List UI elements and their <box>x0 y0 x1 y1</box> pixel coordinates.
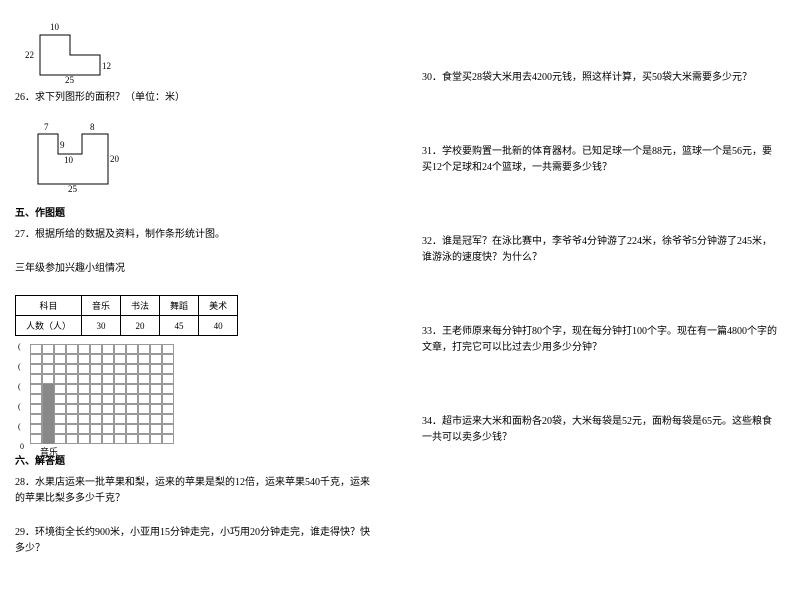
dim-right2: 20 <box>110 154 119 164</box>
page-content: 10 22 12 25 26．求下列图形的面积？（单位：米） 7 8 9 10 … <box>0 0 794 595</box>
right-column: 30．食堂买28袋大米用去4200元钱，照这样计算，买50袋大米需要多少元？ 3… <box>422 20 779 575</box>
y-zero: 0 <box>20 442 24 451</box>
table-cell: 人数（人） <box>16 316 82 336</box>
table-cell: 美术 <box>199 296 238 316</box>
question-30: 30．食堂买28袋大米用去4200元钱，照这样计算，买50袋大米需要多少元？ <box>422 70 779 86</box>
question-27-sub: 三年级参加兴趣小组情况 <box>15 261 372 277</box>
question-26: 26．求下列图形的面积？（单位：米） <box>15 90 372 106</box>
section-6-title: 六、解答题 <box>15 452 372 467</box>
table-cell: 30 <box>82 316 121 336</box>
table-cell: 40 <box>199 316 238 336</box>
table-cell: 科目 <box>16 296 82 316</box>
left-column: 10 22 12 25 26．求下列图形的面积？（单位：米） 7 8 9 10 … <box>15 20 372 575</box>
question-32: 32．谁是冠军？在泳比赛中，李爷爷4分钟游了224米，徐爷爷5分钟游了245米，… <box>422 234 779 266</box>
bar-chart: ( ( ( ( ( 0 音乐 <box>30 344 372 444</box>
section-5-title: 五、作图题 <box>15 204 372 219</box>
table-cell: 45 <box>160 316 199 336</box>
dim-mbl: 10 <box>64 155 73 165</box>
l-shape-figure: 10 22 12 25 <box>30 25 110 80</box>
dim-tl: 7 <box>44 122 49 132</box>
dim-bottom: 25 <box>65 75 74 85</box>
question-29: 29．环境街全长约900米，小亚用15分钟走完，小巧用20分钟走完，谁走得快？快… <box>15 525 372 557</box>
bar-music <box>43 384 54 444</box>
dim-bottom2: 25 <box>68 184 77 194</box>
interest-table: 科目 音乐 书法 舞蹈 美术 人数（人） 30 20 45 40 <box>15 295 238 336</box>
dim-left: 22 <box>25 50 34 60</box>
u-shape-figure: 7 8 9 10 20 25 <box>30 124 120 194</box>
chart-grid <box>30 344 372 444</box>
dim-tr: 8 <box>90 122 95 132</box>
dim-ml: 9 <box>60 140 65 150</box>
question-31: 31．学校要购置一批新的体育器材。已知足球一个是88元，篮球一个是56元，要买1… <box>422 144 779 176</box>
y-tick: ( <box>18 422 21 431</box>
table-row: 人数（人） 30 20 45 40 <box>16 316 238 336</box>
question-34: 34．超市运来大米和面粉各20袋，大米每袋是52元，面粉每袋是65元。这些粮食一… <box>422 414 779 446</box>
x-label-music: 音乐 <box>40 445 58 458</box>
y-tick: ( <box>18 362 21 371</box>
y-tick: ( <box>18 342 21 351</box>
dim-right: 12 <box>102 61 111 71</box>
y-tick: ( <box>18 402 21 411</box>
question-28: 28．水果店运来一批苹果和梨，运来的苹果是梨的12倍，运来苹果540千克，运来的… <box>15 475 372 507</box>
y-tick: ( <box>18 382 21 391</box>
l-shape-svg <box>30 25 110 80</box>
question-27: 27．根据所给的数据及资料，制作条形统计图。 <box>15 227 372 243</box>
table-cell: 20 <box>121 316 160 336</box>
table-cell: 舞蹈 <box>160 296 199 316</box>
table-row: 科目 音乐 书法 舞蹈 美术 <box>16 296 238 316</box>
question-33: 33．王老师原来每分钟打80个字，现在每分钟打100个字。现在有一篇4800个字… <box>422 324 779 356</box>
table-cell: 书法 <box>121 296 160 316</box>
table-cell: 音乐 <box>82 296 121 316</box>
dim-top: 10 <box>50 22 59 32</box>
